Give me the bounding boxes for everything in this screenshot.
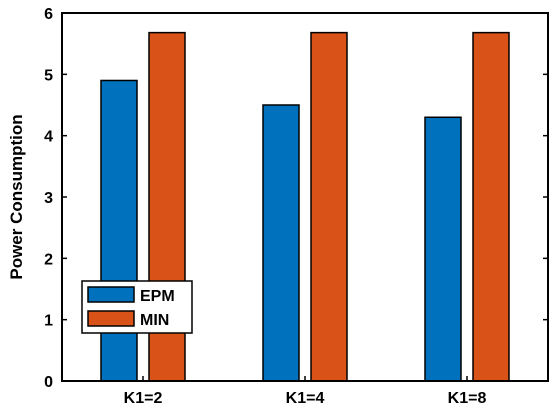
y-tick-label: 1 [44,313,53,330]
y-tick-label: 6 [44,6,53,23]
bar-epm-0 [100,79,138,382]
bar-min-1 [310,31,348,382]
plot-frame [61,12,549,382]
legend-label-epm: EPM [140,288,175,305]
bar-min-2 [472,31,510,382]
bar-epm-2 [424,116,462,382]
legend-swatch-min [87,310,135,327]
x-tick-label: K1=8 [448,390,487,407]
y-tick-label: 4 [44,129,53,146]
x-tick-label: K1=4 [286,390,325,407]
bar-epm-1 [262,104,300,382]
y-tick-label: 0 [44,374,53,391]
y-tick-label: 2 [44,251,53,268]
y-axis-label: Power Consumption [7,114,26,279]
x-tick-label: K1=2 [124,390,163,407]
legend: EPM MIN [81,280,193,334]
y-tick-label: 3 [44,190,53,207]
legend-label-min: MIN [140,312,169,329]
legend-swatch-epm [87,286,135,303]
y-tick-label: 5 [44,67,53,84]
